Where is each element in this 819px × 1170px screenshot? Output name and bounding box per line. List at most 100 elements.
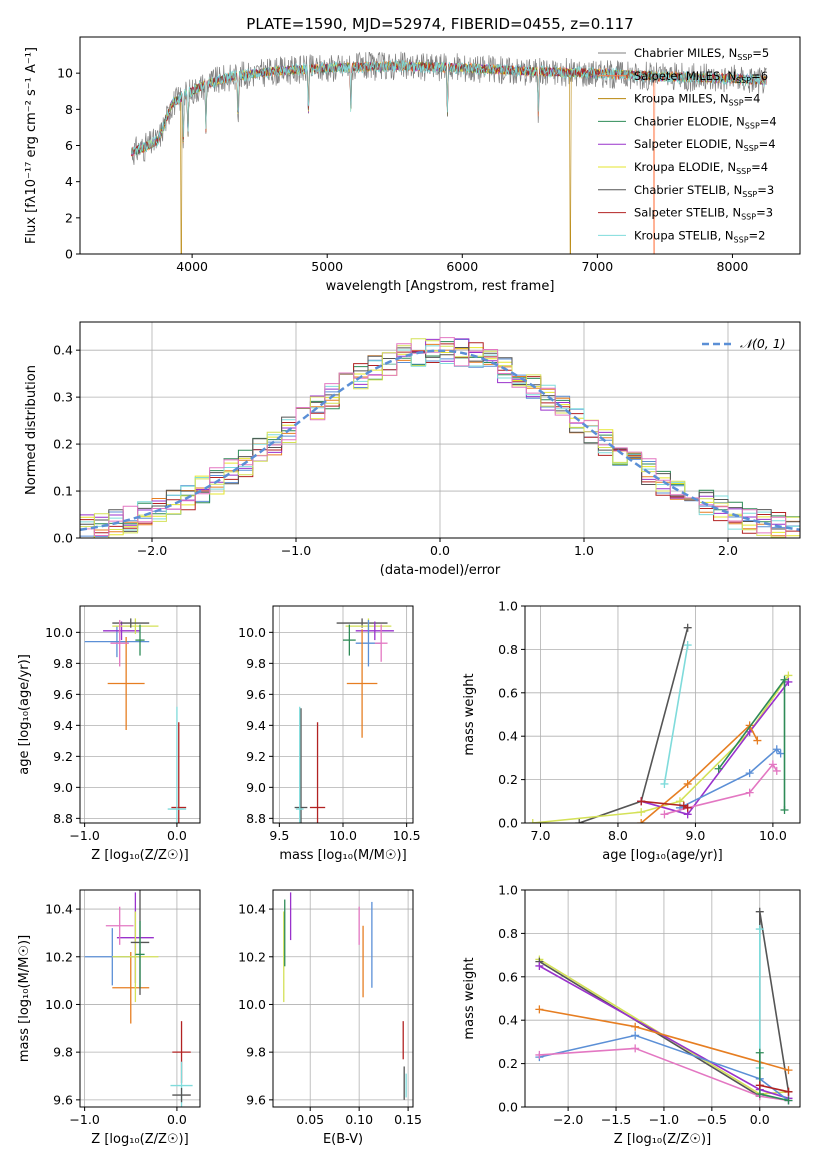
errorbar-point-1 [107, 637, 145, 730]
errorbar-point-9 [172, 1087, 191, 1103]
axes-massweight_vs_age: 7.0 8.0 9.0 10.0 0.0 0.2 0.4 0.6 0.8 1.0 age [log₁… [462, 599, 801, 863]
y-tick-label: 9.8 [246, 656, 266, 671]
x-tick-label: −2.0 [553, 1112, 583, 1127]
x-tick-label: 2.0 [718, 543, 738, 558]
x-tick-label: 9.0 [685, 828, 705, 843]
spectrum-series-1 [131, 60, 767, 254]
axes-frame [272, 605, 414, 824]
x-tick-label: 10.0 [759, 828, 787, 843]
y-tick-label: 9.8 [246, 1045, 266, 1060]
series-line-5 [539, 1047, 789, 1102]
series-marker [637, 797, 646, 806]
series-line-2 [532, 674, 790, 823]
legend-label: Kroupa MILES, NSSP=4 [634, 92, 760, 108]
y-tick-label: 9.4 [246, 718, 266, 733]
series-line-0 [578, 627, 689, 823]
legend-label: Chabrier ELODIE, NSSP=4 [634, 114, 777, 130]
plot-area-spectrum [130, 51, 767, 254]
y-tick-label: 1.0 [498, 599, 518, 614]
axes-frame [272, 889, 414, 1108]
residual-histogram-7 [80, 347, 800, 532]
x-tick-label: 5000 [311, 259, 343, 274]
series-marker [683, 623, 692, 632]
y-tick-label: 0.4 [498, 1013, 518, 1028]
y-axis-label: Flux [fλ10⁻¹⁷ erg cm⁻² s⁻¹ A⁻¹] [24, 47, 39, 244]
gaussian-curve [80, 349, 800, 532]
y-tick-label: 0.1 [53, 484, 73, 499]
ticks-massweight_vs_Z: −2.0 −1.5 −1.0 −0.5 0.0 0.0 0.2 0.4 0.6 0.8 1.0 [498, 883, 770, 1128]
series-marker [784, 1087, 793, 1096]
x-tick-label: 7.0 [531, 828, 551, 843]
y-axis-label: Normed distribution [24, 365, 39, 495]
x-tick-label: 4000 [176, 259, 208, 274]
axes-frame [524, 889, 801, 1108]
series-line-5 [679, 748, 782, 809]
plot-area-mass_vs_EBV [283, 892, 407, 1100]
residual-histogram-9 [80, 337, 800, 538]
plot-area-mass_vs_Z [84, 890, 193, 1107]
spectrum-series-2 [131, 61, 767, 254]
x-axis-label: mass [log₁₀(M/M☉)] [279, 848, 406, 863]
series-marker [535, 1005, 544, 1014]
x-axis-label: (data-model)/error [380, 563, 501, 578]
series-marker [683, 779, 692, 788]
y-tick-label: 0.4 [53, 343, 73, 358]
x-tick-label: 0.0 [750, 1112, 770, 1127]
series-marker [631, 1031, 640, 1040]
y-tick-label: 0.0 [498, 1100, 518, 1115]
series-marker [683, 803, 692, 812]
series-marker [535, 961, 544, 970]
errorbar-point-6 [135, 624, 145, 656]
errorbar-point-1 [112, 952, 150, 1024]
y-tick-label: 9.6 [246, 1092, 266, 1107]
y-tick-label: 9.6 [53, 687, 73, 702]
y-tick-label: 9.0 [53, 780, 73, 795]
x-tick-label: 10.5 [393, 828, 421, 843]
y-tick-label: 10.0 [238, 625, 266, 640]
y-tick-label: 0 [65, 247, 73, 262]
x-axis-label: Z [log₁₀(Z/Z☉)] [91, 848, 188, 863]
axes-spectrum: 4000 5000 6000 7000 8000 0 2 4 6 8 10 wavelength [A… [24, 36, 801, 294]
series-marker [755, 1048, 764, 1057]
x-tick-label: 0.15 [394, 1112, 422, 1127]
x-tick-label: 0.10 [345, 1112, 373, 1127]
legend-label: Kroupa ELODIE, NSSP=4 [634, 160, 768, 176]
series-marker [784, 1096, 793, 1105]
plot-area-residuals [80, 337, 800, 538]
y-tick-label: 9.4 [53, 718, 73, 733]
series-marker [745, 769, 754, 778]
ticks-spectrum: 4000 5000 6000 7000 8000 0 2 4 6 8 10 [57, 66, 748, 274]
ticks-massweight_vs_age: 7.0 8.0 9.0 10.0 0.0 0.2 0.4 0.6 0.8 1.0 [498, 599, 787, 844]
series-marker [755, 1081, 764, 1090]
series-marker [535, 1050, 544, 1059]
y-tick-label: 9.0 [246, 780, 266, 795]
errorbar-point-9 [309, 722, 326, 823]
x-tick-label: −1.0 [649, 1112, 679, 1127]
y-tick-label: 0.8 [498, 642, 518, 657]
legend-label: Salpeter STELIB, NSSP=3 [634, 206, 773, 222]
y-tick-label: 9.6 [53, 1092, 73, 1107]
y-axis-label: mass [log₁₀(M/M☉)] [17, 935, 32, 1062]
y-tick-label: 9.8 [53, 656, 73, 671]
errorbar-point-5 [374, 624, 388, 662]
y-tick-label: 10.4 [238, 902, 266, 917]
plot-area-age_vs_Z [84, 618, 187, 823]
y-tick-label: 9.2 [53, 749, 73, 764]
series-marker [660, 810, 669, 819]
y-axis-label: mass weight [462, 673, 477, 755]
y-axis-label: mass weight [462, 957, 477, 1039]
y-tick-label: 0.0 [498, 816, 518, 831]
y-tick-label: 9.8 [53, 1045, 73, 1060]
ticks-mass_vs_EBV: 0.05 0.10 0.15 9.6 9.8 10.0 10.2 10.4 [238, 902, 422, 1127]
errorbar-point-5 [110, 619, 129, 667]
y-tick-label: 9.2 [246, 749, 266, 764]
ticks-age_vs_mass: 9.5 10.0 10.5 8.8 9.0 9.2 9.4 9.6 9.8 10.0 [238, 625, 420, 843]
legend-label: Salpeter ELODIE, NSSP=4 [634, 137, 776, 153]
series-marker [575, 819, 584, 823]
series-line-1 [663, 644, 689, 785]
series-marker [780, 675, 789, 684]
errorbar-point-3 [112, 911, 159, 1003]
spectrum-series-8 [131, 59, 767, 156]
legend-label: Salpeter MILES, NSSP=6 [634, 69, 768, 85]
series-line-3 [640, 681, 790, 816]
